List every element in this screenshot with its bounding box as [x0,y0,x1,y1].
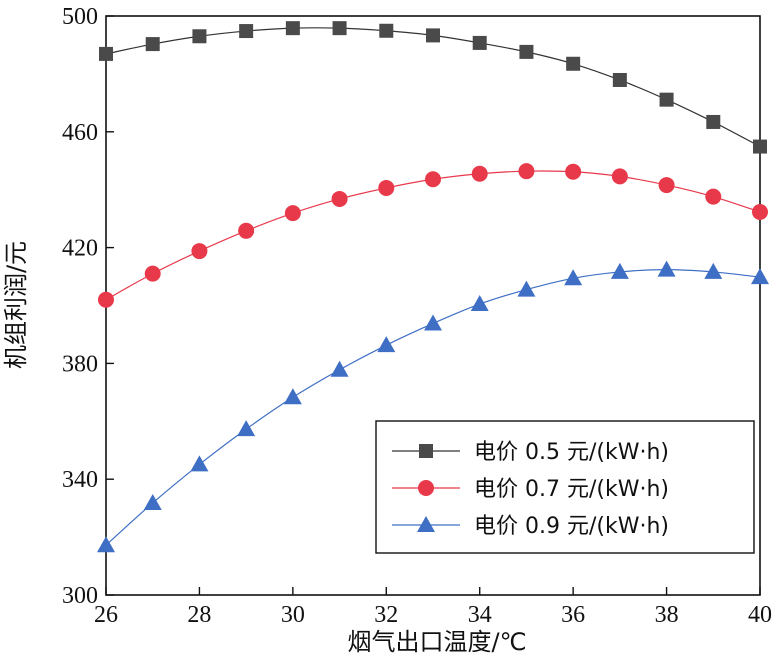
x-axis-ticks: 26 28 30 32 34 36 38 40 [94,587,772,628]
legend-label-2: 电价 0.7 元/(kW·h) [474,477,669,502]
x-tick-label: 32 [374,602,398,628]
x-tick-label: 40 [748,602,772,628]
legend-marker-1 [419,444,433,458]
data-point-series-1 [706,114,721,129]
y-tick-label: 420 [62,236,98,262]
data-point-series-3 [377,336,396,353]
data-point-series-3 [564,269,583,286]
data-point-series-2 [705,188,722,205]
data-point-series-3 [470,295,489,312]
data-point-series-2 [331,190,348,207]
data-point-series-3 [237,420,256,437]
data-point-series-2 [191,243,208,260]
data-point-series-1 [659,92,674,107]
data-point-series-1 [379,23,394,38]
x-tick-label: 38 [655,602,679,628]
series-line-1 [105,27,761,148]
y-axis-title: 机组利润/元 [2,241,30,369]
x-tick-label: 34 [468,602,492,628]
data-point-series-3 [517,280,536,297]
data-point-series-3 [610,262,629,279]
data-point-series-1 [753,139,767,154]
data-point-series-3 [97,536,115,553]
data-point-series-2 [98,291,114,308]
data-point-series-2 [658,177,675,194]
data-point-series-1 [239,24,254,39]
data-point-series-2 [425,171,441,188]
y-tick-label: 380 [62,351,98,377]
data-point-series-1 [426,28,440,43]
data-point-series-1 [145,37,160,52]
data-point-series-3 [330,360,349,377]
data-point-series-1 [519,44,534,59]
legend-box [375,420,755,554]
data-point-series-2 [238,222,255,239]
data-point-series-3 [704,262,723,279]
data-point-series-3 [751,268,769,285]
x-axis-title: 烟气出口温度/℃ [347,628,526,656]
y-axis-ticks: 300 340 380 420 460 500 [62,4,114,609]
data-point-series-1 [472,35,487,50]
data-point-series-2 [378,179,395,196]
data-point-series-2 [565,163,582,180]
data-point-series-1 [566,56,581,71]
data-point-series-1 [332,21,347,36]
y-tick-label: 340 [62,467,98,493]
series-markers [97,21,769,553]
data-point-series-3 [283,388,302,405]
data-point-series-1 [285,21,300,36]
data-point-series-2 [752,203,768,220]
data-point-series-1 [192,29,207,44]
legend-marker-3 [417,516,435,532]
data-point-series-2 [144,265,161,282]
x-tick-label: 26 [94,602,118,628]
data-point-series-2 [518,163,535,180]
x-tick-label: 36 [561,602,585,628]
legend-label-3: 电价 0.9 元/(kW·h) [474,514,669,539]
legend-marker-2 [418,480,434,496]
y-tick-label: 300 [62,583,98,609]
legend-label-1: 电价 0.5 元/(kW·h) [474,440,669,465]
data-point-series-3 [143,493,162,510]
data-point-series-1 [99,46,113,61]
data-point-series-3 [190,455,209,472]
data-point-series-1 [612,72,627,87]
data-point-series-2 [284,205,301,222]
x-tick-label: 28 [187,602,211,628]
data-point-series-2 [611,168,628,185]
legend: 电价 0.5 元/(kW·h) 电价 0.7 元/(kW·h) 电价 0.9 元/(… [375,420,755,554]
y-tick-label: 500 [62,4,98,30]
x-tick-label: 30 [281,602,305,628]
data-point-series-3 [424,314,442,331]
data-point-series-2 [471,165,488,182]
data-point-series-3 [657,260,676,277]
y-tick-label: 460 [62,120,98,146]
